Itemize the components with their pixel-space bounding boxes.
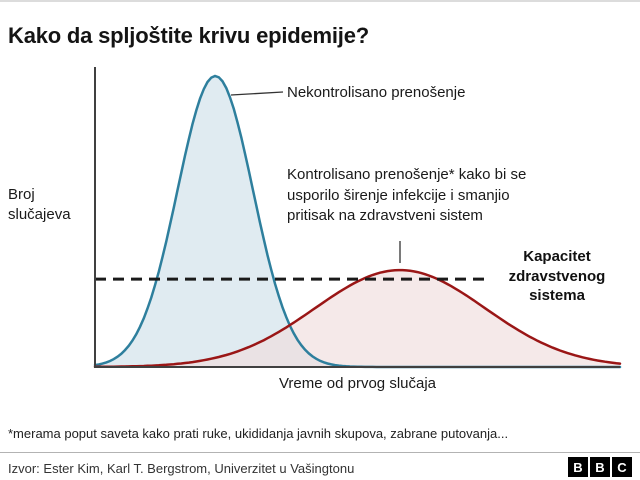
x-axis-label: Vreme od prvog slučaja: [278, 375, 437, 392]
curve-area: [95, 76, 620, 367]
footnote-text: *merama poput saveta kako prati ruke, uk…: [8, 426, 509, 441]
page-title: Kako da spljoštite krivu epidemije?: [8, 22, 369, 48]
controlled-transmission-label: Kontrolisano prenošenje* kako bi se uspo…: [287, 166, 527, 225]
uncontrolled-transmission-label: Nekontrolisano prenošenje: [287, 84, 466, 101]
y-axis-label: Broj slučajeva: [8, 186, 71, 224]
bbc-logo: B B C: [568, 457, 632, 477]
curve-line: [93, 268, 622, 369]
footer-divider: [0, 452, 640, 453]
curve-area: [95, 270, 620, 367]
source-credit: Izvor: Ester Kim, Karl T. Bergstrom, Uni…: [8, 461, 355, 476]
bbc-logo-block: C: [612, 457, 632, 477]
bbc-logo-block: B: [590, 457, 610, 477]
bbc-logo-block: B: [568, 457, 588, 477]
health-system-capacity-label: Kapacitet zdravstvenog sistema: [508, 248, 606, 304]
uncontrolled-leader-line: [230, 91, 284, 96]
axes: [94, 67, 620, 368]
